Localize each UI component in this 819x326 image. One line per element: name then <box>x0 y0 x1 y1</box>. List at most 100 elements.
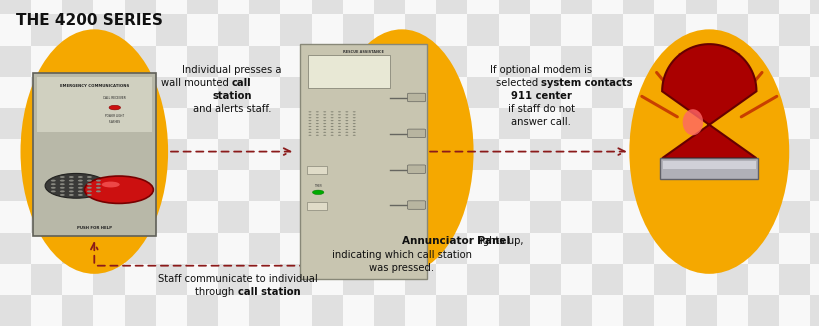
Circle shape <box>345 114 348 115</box>
Bar <box>187 0 218 14</box>
Circle shape <box>323 120 326 121</box>
Bar <box>249 264 280 295</box>
Ellipse shape <box>102 182 120 187</box>
Bar <box>280 264 311 295</box>
Bar <box>591 0 622 14</box>
Circle shape <box>315 114 319 115</box>
Bar <box>529 0 560 14</box>
Bar <box>654 46 685 77</box>
Bar <box>124 77 156 108</box>
Bar <box>0 139 31 170</box>
Circle shape <box>352 120 355 121</box>
Bar <box>187 295 218 326</box>
Circle shape <box>51 187 56 189</box>
Bar <box>187 139 218 170</box>
Bar <box>124 264 156 295</box>
Bar <box>156 14 187 46</box>
Bar <box>373 232 405 264</box>
Bar <box>747 201 778 232</box>
FancyBboxPatch shape <box>407 129 425 138</box>
Bar <box>654 264 685 295</box>
Bar <box>187 201 218 232</box>
Bar <box>498 14 529 46</box>
Circle shape <box>337 123 341 124</box>
Bar <box>436 139 467 170</box>
Bar <box>62 0 93 14</box>
Bar <box>529 232 560 264</box>
Bar <box>467 295 498 326</box>
Circle shape <box>308 117 311 118</box>
Circle shape <box>69 183 74 185</box>
Bar <box>342 14 373 46</box>
Bar <box>187 14 218 46</box>
Circle shape <box>323 114 326 115</box>
Bar <box>747 232 778 264</box>
Bar <box>467 201 498 232</box>
Bar <box>218 0 249 14</box>
Circle shape <box>78 180 83 182</box>
Bar <box>747 77 778 108</box>
Bar <box>498 201 529 232</box>
Bar <box>156 0 187 14</box>
Bar <box>685 108 716 139</box>
Bar <box>591 77 622 108</box>
Bar <box>156 201 187 232</box>
Bar <box>622 264 654 295</box>
Bar <box>654 295 685 326</box>
Text: Annunciator Panel: Annunciator Panel <box>401 236 509 246</box>
Circle shape <box>87 183 92 185</box>
Bar <box>778 0 809 14</box>
Bar <box>311 170 342 201</box>
Bar <box>591 14 622 46</box>
Bar <box>622 46 654 77</box>
Bar <box>809 264 819 295</box>
Circle shape <box>87 187 92 189</box>
Circle shape <box>96 180 101 182</box>
Bar <box>436 14 467 46</box>
Circle shape <box>87 194 92 196</box>
Bar <box>436 170 467 201</box>
Circle shape <box>330 132 333 133</box>
Bar <box>93 46 124 77</box>
Bar <box>529 170 560 201</box>
Circle shape <box>78 190 83 192</box>
Circle shape <box>87 176 92 178</box>
Bar <box>685 201 716 232</box>
Bar <box>311 295 342 326</box>
FancyBboxPatch shape <box>300 44 427 279</box>
Bar <box>498 232 529 264</box>
Bar <box>0 264 31 295</box>
Bar <box>809 108 819 139</box>
Circle shape <box>330 135 333 136</box>
Circle shape <box>330 114 333 115</box>
Bar <box>747 139 778 170</box>
Bar <box>373 108 405 139</box>
Bar <box>778 14 809 46</box>
Bar <box>747 0 778 14</box>
Bar <box>249 46 280 77</box>
Bar <box>591 170 622 201</box>
Bar <box>93 0 124 14</box>
Text: and alerts staff.: and alerts staff. <box>192 104 271 114</box>
Bar <box>218 170 249 201</box>
Bar <box>467 14 498 46</box>
Bar <box>218 232 249 264</box>
Bar <box>498 264 529 295</box>
Bar <box>124 46 156 77</box>
Bar <box>218 295 249 326</box>
Circle shape <box>337 111 341 112</box>
Bar <box>311 232 342 264</box>
Bar <box>654 170 685 201</box>
Bar <box>93 264 124 295</box>
Circle shape <box>352 126 355 127</box>
Bar <box>249 201 280 232</box>
Bar <box>560 46 591 77</box>
Bar <box>187 264 218 295</box>
Bar <box>280 46 311 77</box>
Bar <box>436 0 467 14</box>
Bar <box>218 139 249 170</box>
Bar <box>436 46 467 77</box>
Bar <box>685 170 716 201</box>
FancyBboxPatch shape <box>307 166 327 174</box>
Text: lights up,: lights up, <box>401 236 523 246</box>
